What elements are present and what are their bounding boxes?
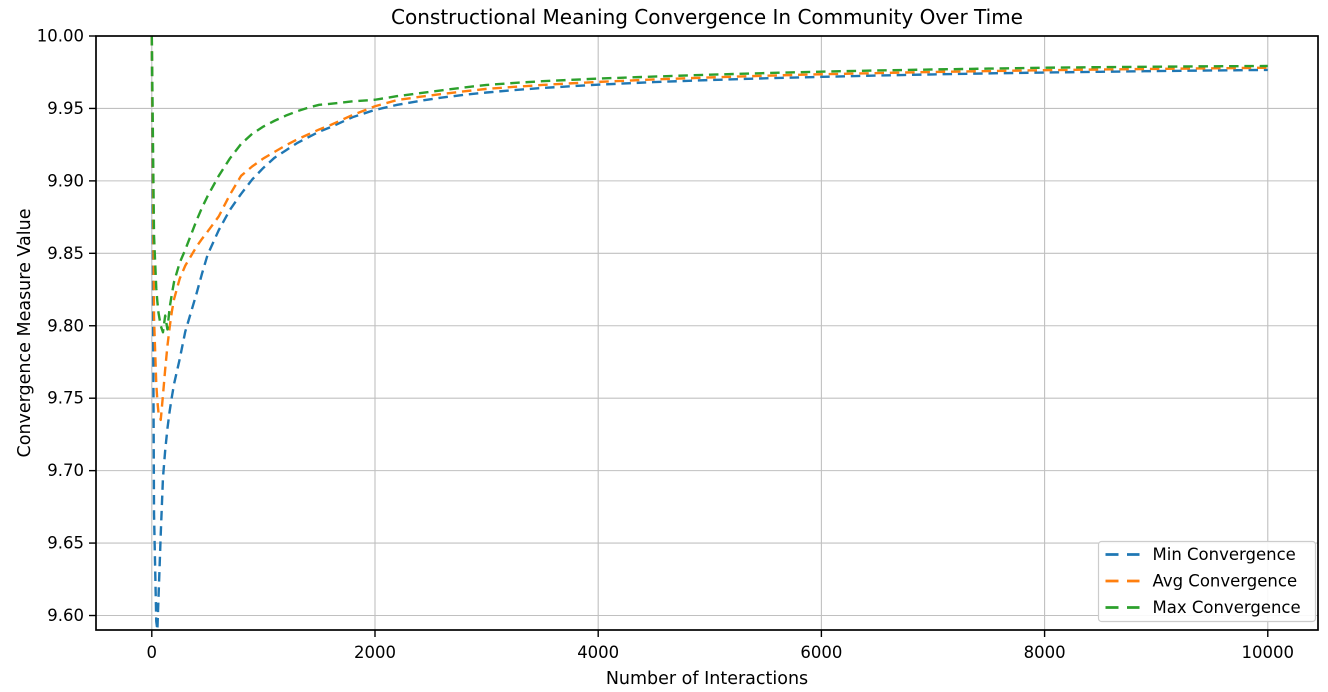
- y-tick-label: 10.00: [37, 27, 84, 46]
- grid-lines: [96, 35, 1318, 630]
- x-tick-label: 8000: [1024, 643, 1066, 662]
- x-tick-label: 6000: [800, 643, 842, 662]
- axes-spines: [95, 35, 1319, 631]
- series-line-min-convergence: [150, 35, 1268, 632]
- y-axis-label: Convergence Measure Value: [15, 209, 35, 458]
- y-tick-label: 9.85: [47, 244, 84, 263]
- series-line-avg-convergence: [150, 35, 1268, 422]
- legend: Min Convergence Avg Convergence Max Conver…: [1097, 540, 1317, 623]
- legend-label: Avg Convergence: [1153, 572, 1298, 591]
- y-tick-label: 9.80: [47, 316, 84, 335]
- y-tick-label: 9.90: [47, 171, 84, 190]
- chart-title: Constructional Meaning Convergence In Co…: [391, 5, 1023, 29]
- y-tick-label: 9.95: [47, 99, 84, 118]
- y-tick-label: 9.75: [47, 389, 84, 408]
- x-axis-label: Number of Interactions: [606, 669, 808, 689]
- axis-ticks: 0 2000 4000 6000 8000 10000 9.60 9.65 9.70 9.75 9.…: [37, 27, 1294, 663]
- x-tick-label: 0: [147, 643, 158, 662]
- axes-frame: [95, 35, 1319, 631]
- legend-box: [1097, 540, 1317, 623]
- legend-label: Max Convergence: [1153, 598, 1301, 617]
- series-line-max-convergence: [150, 35, 1268, 334]
- y-tick-label: 9.70: [47, 461, 84, 480]
- y-tick-label: 9.60: [47, 606, 84, 625]
- y-tick-label: 9.65: [47, 534, 84, 553]
- legend-label: Min Convergence: [1153, 545, 1296, 564]
- data-series: [150, 35, 1268, 632]
- x-tick-label: 2000: [354, 643, 396, 662]
- x-tick-label: 10000: [1242, 643, 1295, 662]
- x-tick-label: 4000: [577, 643, 619, 662]
